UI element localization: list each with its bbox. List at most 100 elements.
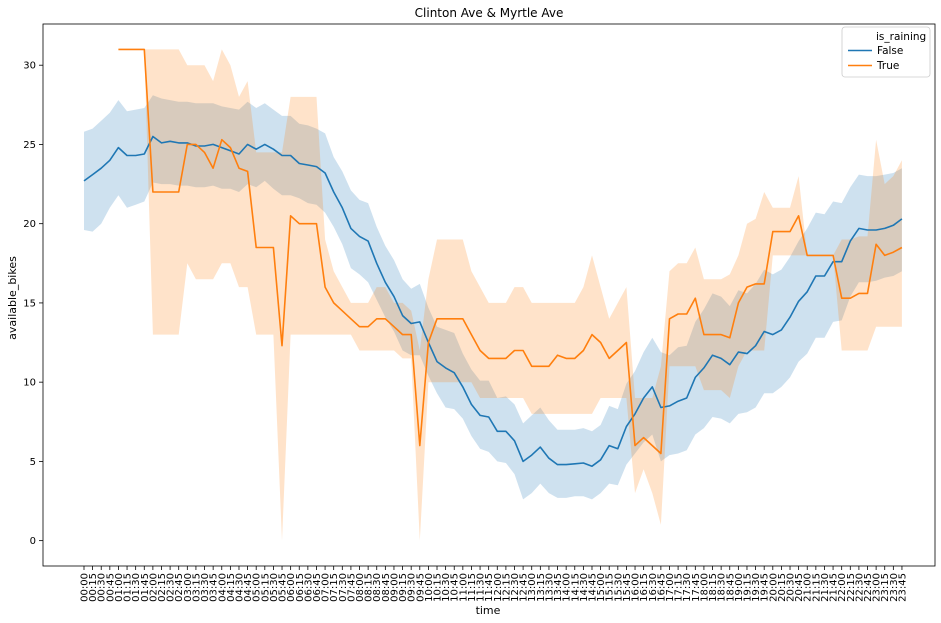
x-tick-label: 18:00 [699, 573, 710, 602]
x-tick-label: 21:45 [829, 573, 840, 602]
x-tick-label: 23:00 [872, 573, 883, 602]
x-tick-label: 06:15 [295, 573, 306, 602]
x-tick-label: 03:30 [200, 573, 211, 602]
x-tick-label: 01:45 [140, 573, 151, 602]
x-tick-label: 06:30 [303, 573, 314, 602]
x-tick-label: 23:45 [897, 573, 908, 602]
y-tick-label: 25 [23, 140, 36, 151]
legend-label-false: False [877, 45, 903, 57]
x-tick-label: 08:00 [355, 573, 366, 602]
x-tick-label: 16:45 [656, 573, 667, 602]
x-tick-label: 04:30 [235, 573, 246, 602]
x-tick-label: 06:00 [286, 573, 297, 602]
x-tick-label: 11:30 [476, 573, 487, 602]
x-tick-label: 00:00 [80, 573, 91, 602]
x-tick-label: 13:30 [544, 573, 555, 602]
chart-title: Clinton Ave & Myrtle Ave [415, 6, 564, 20]
x-tick-label: 10:00 [424, 573, 435, 602]
legend-box [841, 26, 931, 78]
x-tick-label: 19:00 [734, 573, 745, 602]
x-tick-label: 19:30 [751, 573, 762, 602]
y-tick-label: 5 [30, 457, 36, 468]
x-tick-label: 15:15 [605, 573, 616, 602]
x-tick-label: 11:45 [484, 573, 495, 602]
x-tick-label: 20:00 [768, 573, 779, 602]
x-tick-label: 03:00 [183, 573, 194, 602]
x-tick-label: 17:15 [674, 573, 685, 602]
x-tick-label: 13:45 [553, 573, 564, 602]
x-tick-label: 08:45 [381, 573, 392, 602]
x-tick-label: 09:15 [398, 573, 409, 602]
x-tick-label: 00:15 [88, 573, 99, 602]
confidence-band-true [118, 49, 902, 541]
x-tick-label: 14:00 [562, 573, 573, 602]
legend: is_raining False True [841, 26, 931, 78]
x-tick-label: 19:15 [743, 573, 754, 602]
x-tick-label: 17:00 [665, 573, 676, 602]
x-tick-label: 19:45 [760, 573, 771, 602]
y-tick-label: 30 [23, 61, 36, 72]
x-tick-label: 02:30 [166, 573, 177, 602]
x-tick-label: 07:15 [329, 573, 340, 602]
x-tick-label: 15:30 [613, 573, 624, 602]
x-tick-label: 22:45 [863, 573, 874, 602]
x-tick-label: 09:30 [407, 573, 418, 602]
x-tick-label: 22:15 [846, 573, 857, 602]
x-axis-title: time [476, 604, 501, 617]
x-tick-label: 20:45 [794, 573, 805, 602]
x-tick-label: 01:00 [114, 573, 125, 602]
x-tick-label: 18:15 [708, 573, 719, 602]
x-tick-label: 15:45 [622, 573, 633, 602]
legend-title: is_raining [876, 31, 926, 43]
x-tick-label: 21:15 [811, 573, 822, 602]
x-tick-label: 12:00 [493, 573, 504, 602]
x-tick-label: 06:45 [312, 573, 323, 602]
x-tick-label: 09:00 [390, 573, 401, 602]
x-tick-label: 20:15 [777, 573, 788, 602]
y-tick-label: 15 [23, 298, 36, 309]
x-tick-label: 16:30 [648, 573, 659, 602]
x-tick-label: 16:15 [639, 573, 650, 602]
x-tick-label: 02:00 [148, 573, 159, 602]
x-tick-label: 10:15 [433, 573, 444, 602]
x-tick-label: 13:00 [527, 573, 538, 602]
x-tick-label: 08:30 [372, 573, 383, 602]
x-tick-label: 11:15 [467, 573, 478, 602]
x-tick-label: 00:45 [105, 573, 116, 602]
y-tick-label: 10 [23, 378, 36, 389]
x-tick-label: 22:00 [837, 573, 848, 602]
x-tick-label: 23:15 [880, 573, 891, 602]
y-tick-label: 0 [30, 536, 36, 547]
x-tick-label: 02:45 [174, 573, 185, 602]
x-tick-label: 14:15 [570, 573, 581, 602]
x-tick-label: 21:00 [803, 573, 814, 602]
x-tick-label: 14:45 [588, 573, 599, 602]
x-tick-label: 04:15 [226, 573, 237, 602]
y-tick-label: 20 [23, 219, 36, 230]
x-tick-label: 11:00 [458, 573, 469, 602]
x-tick-label: 05:15 [260, 573, 271, 602]
x-tick-label: 20:30 [786, 573, 797, 602]
x-tick-label: 15:00 [596, 573, 607, 602]
x-tick-label: 05:00 [252, 573, 263, 602]
series-line-true [118, 48, 903, 455]
x-tick-label: 01:15 [123, 573, 134, 602]
x-tick-label: 12:30 [510, 573, 521, 602]
y-axis-title: available_bikes [6, 256, 19, 340]
x-tick-label: 08:15 [364, 573, 375, 602]
x-tick-label: 03:45 [209, 573, 220, 602]
x-tick-label: 00:30 [97, 573, 108, 602]
x-tick-label: 07:45 [346, 573, 357, 602]
x-tick-label: 07:00 [321, 573, 332, 602]
x-tick-label: 05:30 [269, 573, 280, 602]
x-tick-label: 18:30 [717, 573, 728, 602]
x-tick-label: 04:45 [243, 573, 254, 602]
x-tick-label: 22:30 [854, 573, 865, 602]
legend-label-true: True [876, 60, 899, 72]
x-tick-label: 12:15 [501, 573, 512, 602]
x-tick-label: 17:30 [682, 573, 693, 602]
x-tick-label: 01:30 [131, 573, 142, 602]
x-tick-label: 02:15 [157, 573, 168, 602]
x-tick-label: 21:30 [820, 573, 831, 602]
